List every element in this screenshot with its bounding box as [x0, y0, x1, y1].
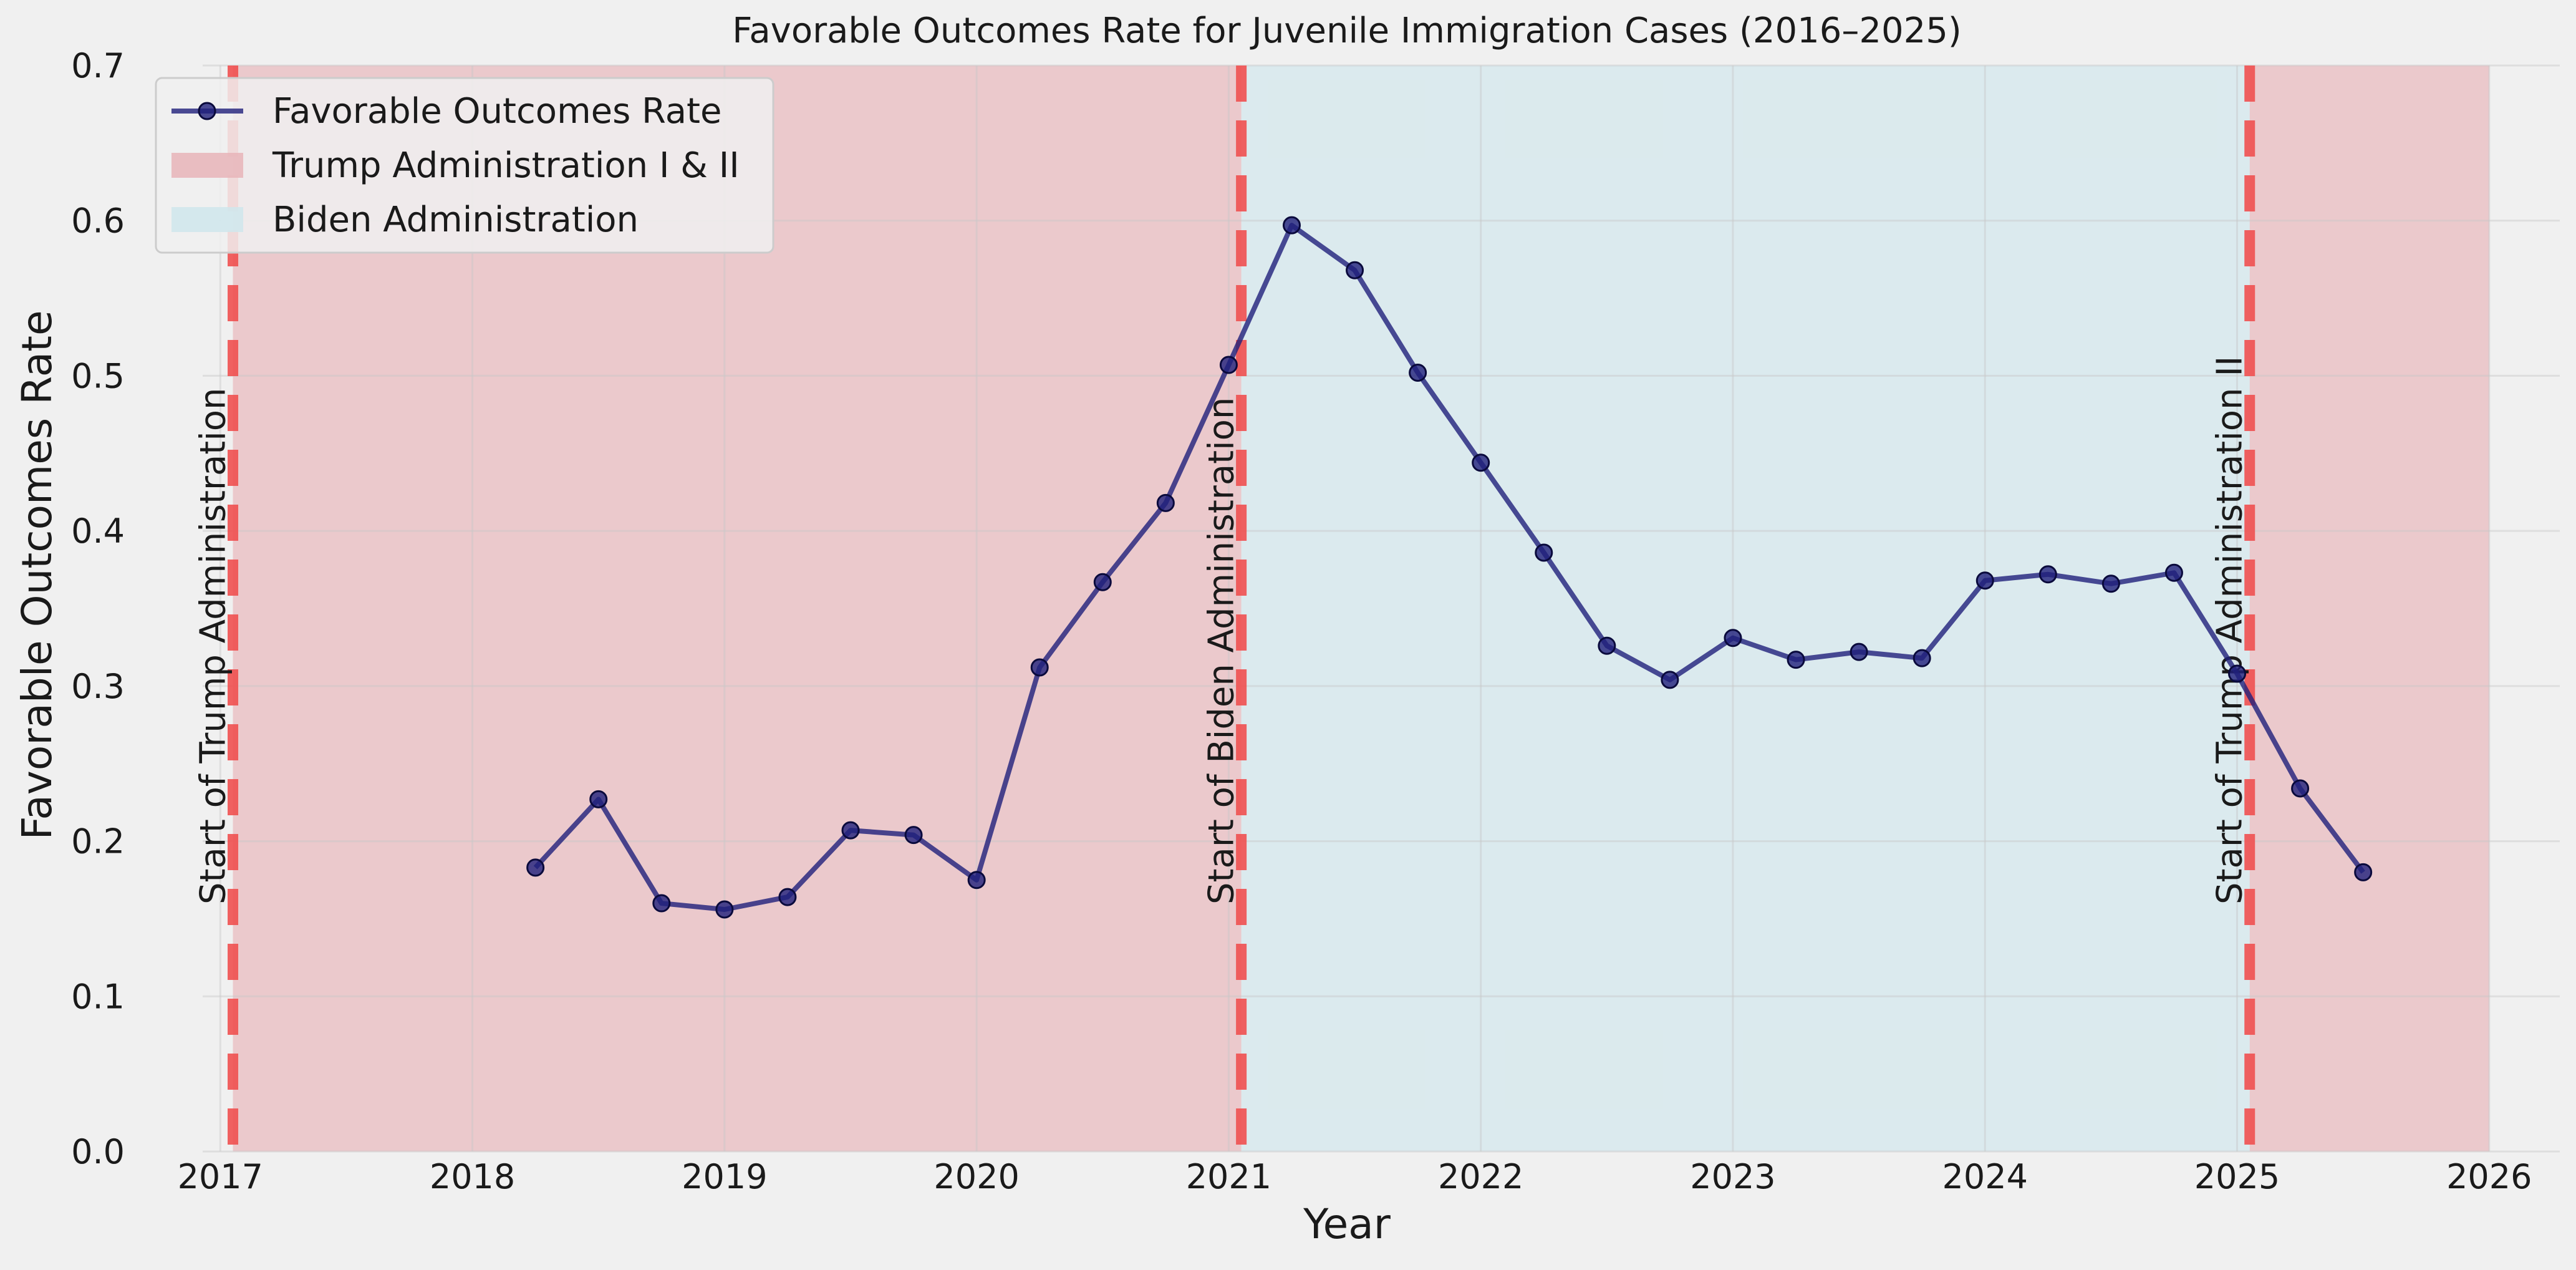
- data-point: [2354, 863, 2373, 881]
- data-point: [1598, 636, 1616, 655]
- data-point: [1282, 216, 1301, 235]
- legend-patch-swatch: [171, 153, 243, 178]
- legend-label: Trump Administration I & II: [272, 145, 740, 186]
- data-point: [841, 821, 860, 840]
- x-tick-label: 2021: [1186, 1157, 1271, 1196]
- data-point: [1409, 363, 1427, 382]
- x-axis-ticks: 2017 2018 2019 2020 2021 2022 2023 2024 2025 2026: [178, 1157, 2532, 1196]
- legend-box: [155, 77, 774, 254]
- data-point: [2038, 565, 2057, 584]
- x-tick-label: 2025: [2194, 1157, 2280, 1196]
- legend-patch-swatch: [171, 207, 243, 232]
- x-axis-label: Year: [1303, 1200, 1391, 1248]
- x-tick-label: 2022: [1438, 1157, 1523, 1196]
- legend-marker: [198, 102, 216, 120]
- x-tick-label: 2019: [682, 1157, 767, 1196]
- shaded-region: [2249, 65, 2489, 1151]
- data-point: [778, 888, 797, 906]
- x-tick-label: 2018: [430, 1157, 515, 1196]
- data-point: [1346, 261, 1364, 279]
- series-line: [533, 223, 2365, 913]
- shaded-region: [1241, 65, 2250, 1151]
- data-point: [1093, 573, 1112, 591]
- y-tick-label: 0.0: [71, 1132, 125, 1171]
- administration-start-label: Start of Biden Administration: [1202, 397, 1242, 904]
- data-point: [904, 826, 923, 845]
- data-point: [2228, 664, 2247, 683]
- data-point: [967, 871, 986, 889]
- data-point: [2291, 779, 2310, 798]
- data-point: [715, 900, 734, 919]
- x-tick-label: 2017: [178, 1157, 263, 1196]
- administration-start-label: Start of Trump Administration: [193, 387, 234, 904]
- data-point: [1156, 493, 1175, 512]
- data-point: [1219, 356, 1238, 374]
- y-tick-label: 0.1: [71, 977, 125, 1016]
- y-axis-label: Favorable Outcomes Rate: [13, 310, 61, 840]
- x-tick-label: 2023: [1690, 1157, 1775, 1196]
- data-point: [1472, 453, 1490, 472]
- grid-lines: [203, 64, 2560, 1153]
- data-point: [2101, 574, 2120, 593]
- data-point: [1850, 642, 1868, 661]
- data-point: [652, 894, 671, 913]
- data-point: [1661, 671, 1679, 689]
- chart-title: Favorable Outcomes Rate for Juvenile Imm…: [732, 11, 1961, 51]
- data-point: [1724, 629, 1742, 647]
- y-tick-label: 0.7: [71, 46, 125, 85]
- administration-start-label: Start of Trump Administration II: [2210, 356, 2250, 904]
- legend-label: Biden Administration: [273, 200, 639, 240]
- data-point: [589, 790, 608, 808]
- data-point: [1535, 543, 1553, 562]
- data-point: [1030, 658, 1049, 677]
- y-axis-ticks: 0.0 0.1 0.2 0.3 0.4 0.5 0.6 0.7: [71, 46, 125, 1171]
- legend-label: Favorable Outcomes Rate: [273, 91, 721, 132]
- y-tick-label: 0.2: [71, 822, 125, 861]
- data-point: [1913, 649, 1931, 667]
- x-tick-label: 2026: [2446, 1157, 2532, 1196]
- x-tick-label: 2020: [933, 1157, 1019, 1196]
- y-tick-label: 0.6: [71, 201, 125, 241]
- y-tick-label: 0.3: [71, 667, 125, 706]
- data-point: [2164, 563, 2183, 582]
- legend: Favorable Outcomes Rate Trump Administrat…: [155, 77, 774, 254]
- data-point: [1975, 571, 1994, 590]
- x-tick-label: 2024: [1942, 1157, 2028, 1196]
- y-tick-label: 0.5: [71, 356, 125, 395]
- y-tick-label: 0.4: [71, 511, 125, 551]
- data-point: [526, 858, 545, 877]
- data-point: [1787, 651, 1805, 669]
- series-layer: [526, 216, 2373, 919]
